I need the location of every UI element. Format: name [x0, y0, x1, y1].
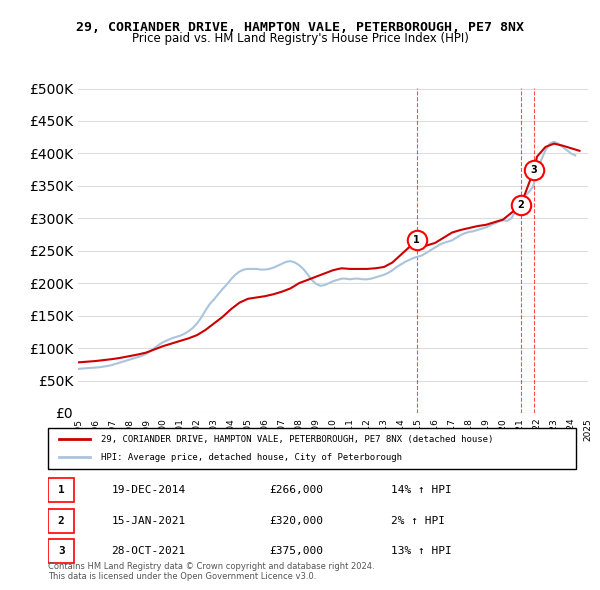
Text: 15-JAN-2021: 15-JAN-2021 — [112, 516, 185, 526]
Text: 28-OCT-2021: 28-OCT-2021 — [112, 546, 185, 556]
Text: 3: 3 — [58, 546, 65, 556]
FancyBboxPatch shape — [48, 539, 74, 563]
FancyBboxPatch shape — [48, 478, 74, 502]
Text: 2% ↑ HPI: 2% ↑ HPI — [391, 516, 445, 526]
Text: Price paid vs. HM Land Registry's House Price Index (HPI): Price paid vs. HM Land Registry's House … — [131, 32, 469, 45]
Text: 2: 2 — [517, 201, 524, 210]
Text: 3: 3 — [531, 165, 538, 175]
Text: HPI: Average price, detached house, City of Peterborough: HPI: Average price, detached house, City… — [101, 453, 402, 462]
Text: 14% ↑ HPI: 14% ↑ HPI — [391, 485, 452, 495]
Text: £266,000: £266,000 — [270, 485, 324, 495]
Text: £375,000: £375,000 — [270, 546, 324, 556]
Text: 13% ↑ HPI: 13% ↑ HPI — [391, 546, 452, 556]
FancyBboxPatch shape — [48, 509, 74, 533]
Text: 29, CORIANDER DRIVE, HAMPTON VALE, PETERBOROUGH, PE7 8NX (detached house): 29, CORIANDER DRIVE, HAMPTON VALE, PETER… — [101, 435, 493, 444]
Text: Contains HM Land Registry data © Crown copyright and database right 2024.
This d: Contains HM Land Registry data © Crown c… — [48, 562, 374, 581]
Text: 1: 1 — [58, 485, 65, 495]
FancyBboxPatch shape — [48, 428, 576, 469]
Text: 19-DEC-2014: 19-DEC-2014 — [112, 485, 185, 495]
Text: 2: 2 — [58, 516, 65, 526]
Text: 1: 1 — [413, 235, 420, 245]
Text: 29, CORIANDER DRIVE, HAMPTON VALE, PETERBOROUGH, PE7 8NX: 29, CORIANDER DRIVE, HAMPTON VALE, PETER… — [76, 21, 524, 34]
Text: £320,000: £320,000 — [270, 516, 324, 526]
